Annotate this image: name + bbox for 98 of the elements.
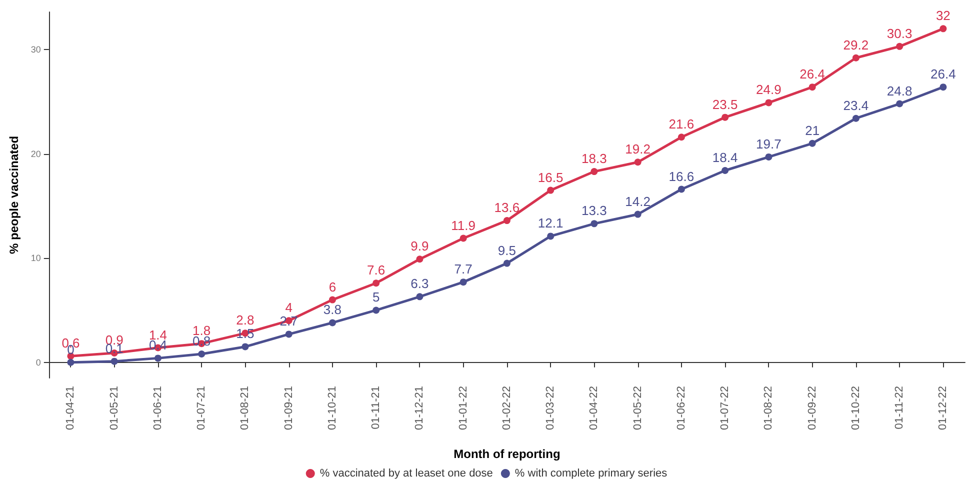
data-label: 24.8 (886, 83, 912, 98)
point (328, 319, 336, 326)
data-label: 2.8 (236, 312, 254, 328)
y-tick-label: 10 (30, 253, 41, 264)
legend-label: % with complete primary series (514, 468, 668, 480)
data-label: 16.6 (668, 168, 694, 184)
data-label: 29.2 (843, 37, 869, 52)
point (896, 42, 904, 50)
data-label: 9.5 (498, 242, 516, 258)
point (547, 186, 554, 194)
data-label: 16.5 (538, 170, 564, 185)
point (372, 280, 380, 287)
data-label: 19.2 (625, 142, 650, 157)
point (808, 84, 816, 91)
point (765, 99, 772, 106)
data-label: 18.3 (582, 151, 607, 166)
point (372, 306, 380, 314)
data-label: 26.4 (930, 66, 956, 82)
point (460, 278, 467, 286)
data-label: 14.2 (625, 194, 650, 209)
point (285, 330, 292, 338)
point (852, 114, 860, 122)
data-label: 26.4 (800, 66, 825, 82)
point (940, 25, 947, 32)
x-tick-label: 01-10-22 (850, 386, 862, 430)
point (852, 54, 860, 62)
data-label: 12.1 (538, 216, 564, 231)
point (110, 358, 118, 365)
data-label: 21 (805, 122, 820, 138)
point (198, 350, 206, 358)
point (416, 293, 424, 300)
point (590, 220, 598, 228)
x-tick-label: 01-09-22 (806, 386, 818, 430)
x-tick-label: 01-09-21 (282, 386, 295, 430)
y-axis-title: % people vaccinated (7, 136, 21, 254)
y-tick-label: 0 (36, 357, 41, 368)
x-tick-label: 01-08-21 (239, 386, 252, 430)
data-label: 18.4 (712, 150, 738, 165)
data-label: 1.5 (236, 326, 254, 342)
point (154, 354, 162, 362)
data-label: 13.3 (582, 203, 607, 218)
point (808, 140, 816, 147)
data-label: 19.7 (756, 136, 782, 152)
data-label: 24.9 (756, 82, 782, 98)
x-tick-label: 01-02-22 (500, 386, 513, 430)
data-label: 6 (328, 279, 336, 294)
x-tick-label: 01-07-22 (719, 386, 732, 430)
legend-label: % vaccinated by at leaset one dose (320, 468, 493, 480)
point (547, 232, 554, 240)
x-tick-label: 01-11-22 (894, 386, 906, 430)
x-tick-label: 01-06-21 (152, 386, 164, 430)
point (503, 260, 510, 267)
x-tick-label: 01-12-22 (937, 386, 950, 430)
point (678, 186, 685, 193)
data-label: 3.8 (323, 302, 342, 318)
data-label: 7.6 (367, 262, 386, 278)
y-tick-label: 30 (30, 44, 41, 55)
data-label: 7.7 (454, 262, 472, 277)
data-label: 23.4 (843, 98, 869, 113)
x-tick-label: 01-05-21 (108, 386, 120, 430)
data-label: 21.6 (668, 116, 694, 132)
point (590, 168, 598, 176)
x-tick-label: 01-03-22 (544, 386, 557, 430)
point (460, 234, 467, 242)
x-tick-label: 01-01-22 (457, 386, 470, 430)
x-axis-title: Month of reporting (454, 447, 560, 461)
point (67, 358, 74, 366)
x-tick-label: 01-11-21 (370, 386, 382, 430)
point (722, 166, 729, 174)
y-tick-label: 20 (30, 148, 41, 159)
data-label: 13.6 (494, 200, 520, 216)
point (328, 296, 336, 304)
x-tick-label: 01-06-22 (675, 386, 688, 430)
point (940, 84, 947, 91)
data-label: 11.9 (451, 218, 476, 233)
x-tick-label: 01-10-21 (326, 386, 338, 430)
x-tick-label: 01-08-22 (762, 386, 775, 430)
data-label: 30.3 (886, 26, 912, 41)
data-label: 6.3 (410, 276, 429, 292)
x-tick-label: 01-12-21 (414, 386, 426, 430)
point (634, 210, 642, 218)
point (242, 343, 249, 350)
point (503, 217, 510, 224)
data-label: 4 (285, 300, 292, 316)
x-tick-label: 01-07-21 (196, 386, 208, 430)
data-label: 9.9 (410, 238, 429, 254)
x-tick-label: 01-04-22 (588, 386, 600, 430)
data-label: 5 (372, 290, 380, 305)
point (765, 153, 772, 160)
x-tick-label: 01-05-22 (632, 386, 644, 430)
point (896, 100, 904, 108)
data-label: 23.5 (712, 96, 738, 112)
x-tick-label: 01-04-21 (64, 386, 77, 430)
point (416, 256, 424, 263)
point (634, 158, 642, 166)
point (678, 134, 685, 141)
point (722, 114, 729, 121)
data-label: 32 (936, 8, 950, 24)
